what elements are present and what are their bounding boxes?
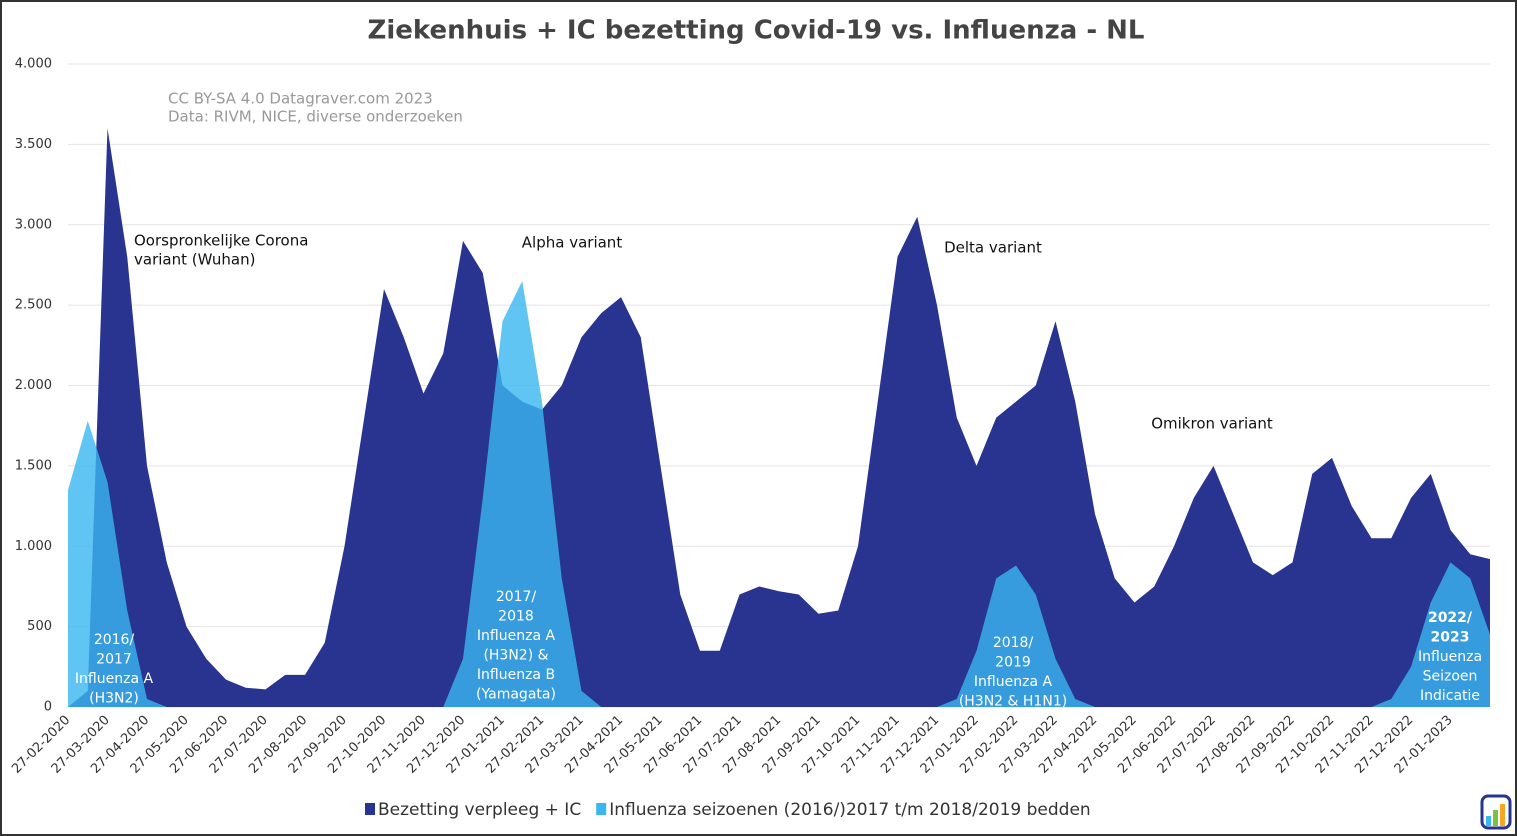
annotation: 2016/ xyxy=(94,632,135,648)
legend-label: Influenza seizoenen (2016/)2017 t/m 2018… xyxy=(609,800,1091,820)
annotation: Oorspronkelijke Corona xyxy=(134,232,308,250)
annotation: Indicatie xyxy=(1420,688,1480,704)
annotation: Alpha variant xyxy=(522,234,623,252)
annotation: (H3N2 & H1N1) xyxy=(959,694,1067,710)
annotation: Influenza xyxy=(1418,649,1482,665)
logo xyxy=(1480,794,1512,830)
subtitle: CC BY-SA 4.0 Datagraver.com 2023 xyxy=(168,90,433,108)
legend-swatch xyxy=(596,803,607,815)
subtitle: Data: RIVM, NICE, diverse onderzoeken xyxy=(168,108,463,126)
area xyxy=(443,281,602,707)
annotation: 2023 xyxy=(1431,630,1470,646)
annotation: 2017/ xyxy=(496,589,537,605)
y-tick-label: 3.000 xyxy=(15,217,52,232)
annotation: Influenza B xyxy=(477,667,555,683)
annotation: 2018/ xyxy=(993,635,1034,651)
annotation: (Yamagata) xyxy=(476,687,556,703)
y-tick-label: 0 xyxy=(44,700,52,715)
annotation: Influenza A xyxy=(75,671,154,687)
chart-title: Ziekenhuis + IC bezetting Covid-19 vs. I… xyxy=(368,16,1145,46)
annotation: (H3N2) xyxy=(89,691,139,707)
annotation: variant (Wuhan) xyxy=(134,251,255,269)
area xyxy=(68,128,1490,708)
legend-label: Bezetting verpleeg + IC xyxy=(378,800,581,820)
y-tick-label: 1.000 xyxy=(15,539,52,554)
annotation: 2018 xyxy=(498,609,534,625)
y-tick-label: 4.000 xyxy=(15,57,52,72)
area xyxy=(1371,562,1490,707)
annotation: Delta variant xyxy=(944,239,1042,257)
annotation: 2022/ xyxy=(1428,610,1473,626)
annotation: Influenza A xyxy=(974,674,1053,690)
area xyxy=(937,565,1095,707)
annotation: (H3N2) & xyxy=(483,648,548,664)
y-tick-label: 1.500 xyxy=(15,458,52,473)
annotation: Influenza A xyxy=(477,628,556,644)
annotation: 2017 xyxy=(96,652,132,668)
area xyxy=(68,420,167,707)
y-tick-label: 2.000 xyxy=(15,378,52,393)
annotation: Omikron variant xyxy=(1151,415,1273,433)
annotation: Seizoen xyxy=(1423,669,1478,685)
legend-swatch xyxy=(365,803,375,815)
y-tick-label: 2.500 xyxy=(15,298,52,313)
annotation: 2019 xyxy=(995,655,1031,671)
y-tick-label: 3.500 xyxy=(15,137,52,152)
y-tick-label: 500 xyxy=(27,619,52,634)
